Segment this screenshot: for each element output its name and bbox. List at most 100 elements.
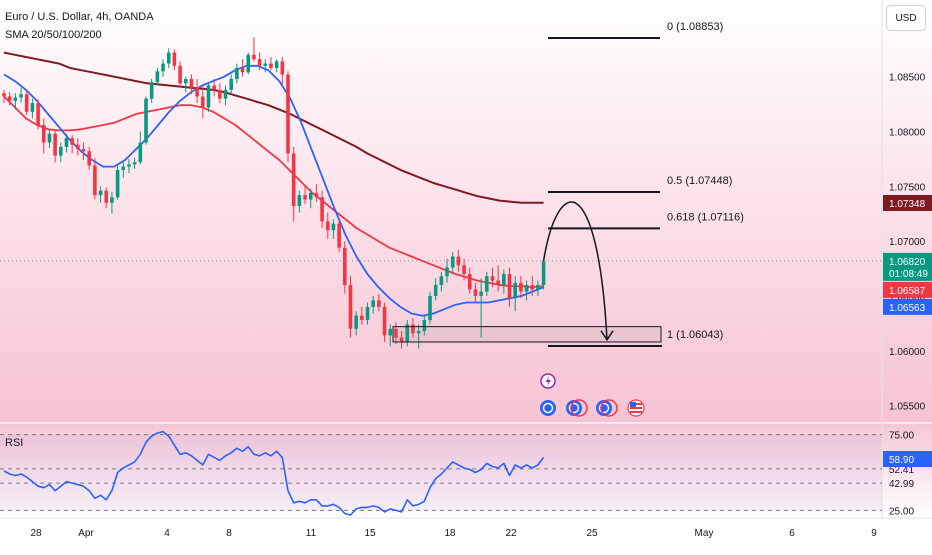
candle [218, 83, 222, 104]
candle-body [2, 93, 6, 97]
time-tick-label: 15 [364, 528, 376, 539]
candle [343, 241, 347, 294]
candle-body [541, 260, 546, 285]
candle-body [172, 52, 177, 66]
candle [371, 295, 375, 314]
candle-body [138, 142, 143, 163]
candle-body [439, 276, 444, 285]
candle-body [30, 103, 35, 112]
time-tick-label: 28 [30, 528, 42, 539]
candle [115, 164, 120, 200]
candle-body [64, 138, 69, 147]
countdown-text: 01:08:49 [889, 269, 928, 280]
candle-body [303, 195, 307, 200]
main-pane-background [0, 0, 932, 422]
candle [360, 306, 364, 325]
candle [456, 249, 461, 272]
candle [348, 276, 353, 338]
candle-body [144, 98, 148, 143]
candle [132, 157, 137, 169]
candle-body [331, 223, 336, 231]
candle-body [490, 276, 495, 281]
candle-body [485, 276, 489, 292]
candle-body [166, 52, 171, 64]
candle [189, 74, 194, 95]
candle-body [93, 165, 97, 196]
candle-body [411, 324, 415, 334]
candle-body [161, 63, 165, 72]
price-tag: 1.06563 [883, 298, 932, 315]
rsi-value-tag: 58.90 [883, 451, 932, 468]
symbol-title[interactable]: Euro / U.S. Dollar, 4h, OANDA [5, 11, 154, 23]
candle [201, 85, 205, 119]
candle [428, 291, 432, 325]
candle [325, 212, 330, 239]
economic-event-icon[interactable] [596, 399, 618, 417]
sma200-line [3, 51, 544, 204]
candle-body [519, 282, 523, 292]
candle [286, 71, 290, 163]
fib-level-label: 1 (1.06043) [667, 329, 723, 341]
candle [24, 90, 29, 116]
fib-level-label: 0 (1.08853) [667, 21, 723, 33]
candle-body [325, 221, 330, 231]
rsi-pane-background [0, 424, 932, 518]
time-axis[interactable]: 28 Apr 4 8 11 15 18 22 25 May 6 9 [30, 528, 877, 539]
candle [206, 82, 211, 112]
economic-event-icon[interactable] [566, 399, 588, 417]
us-flag-icon[interactable] [627, 399, 645, 417]
candle-body [59, 146, 63, 156]
candle-body [87, 151, 91, 166]
candle [388, 324, 393, 347]
candle-body [24, 94, 29, 112]
candle-body [240, 67, 245, 73]
price-tag-bg [883, 281, 932, 298]
earnings-flash-icon[interactable] [540, 373, 556, 389]
rsi-legend[interactable]: RSI [5, 437, 23, 449]
candle-body [206, 85, 211, 108]
candle [445, 258, 449, 283]
candle-body [104, 190, 109, 203]
candle [235, 63, 239, 84]
candle-body [263, 63, 268, 66]
candle-body [399, 337, 404, 342]
rsi-line [3, 430, 545, 516]
candle [337, 219, 341, 253]
candle [354, 311, 358, 336]
candle-body [7, 96, 12, 101]
candle [303, 186, 307, 204]
candle [416, 324, 421, 349]
candle-body [422, 320, 427, 332]
time-axis-background [0, 518, 932, 550]
candle-body [70, 138, 74, 145]
candle-body [394, 328, 398, 338]
candle [19, 87, 23, 104]
projection-arc[interactable] [542, 201, 608, 340]
price-tick-label: 1.05500 [889, 402, 926, 413]
candle [53, 130, 57, 163]
currency-button[interactable]: USD [886, 5, 926, 31]
candle-body [502, 274, 506, 285]
event-icons [540, 373, 645, 417]
candle-body [274, 61, 279, 68]
candle [138, 131, 143, 165]
time-tick-label: 22 [505, 528, 517, 539]
candle [269, 56, 273, 71]
candle-body [479, 291, 483, 296]
economic-event-icon[interactable] [540, 400, 556, 416]
candle [490, 267, 495, 288]
indicator-legend[interactable]: SMA 20/50/100/200 [5, 29, 102, 41]
support-zone-box[interactable] [392, 326, 662, 343]
candle [229, 74, 233, 95]
fibonacci-drawing[interactable]: 0 (1.08853) 0.5 (1.07448) 0.618 (1.07116) 1… [392, 21, 744, 348]
fib-level-label: 0.5 (1.07448) [667, 175, 732, 187]
candle [519, 276, 523, 299]
candle-body [513, 282, 517, 299]
candle [377, 293, 381, 312]
candle-body [155, 71, 160, 83]
candle [524, 280, 529, 301]
rsi-level-label: 52.41 [889, 465, 914, 476]
candle-body [98, 190, 103, 196]
candle [485, 271, 489, 296]
